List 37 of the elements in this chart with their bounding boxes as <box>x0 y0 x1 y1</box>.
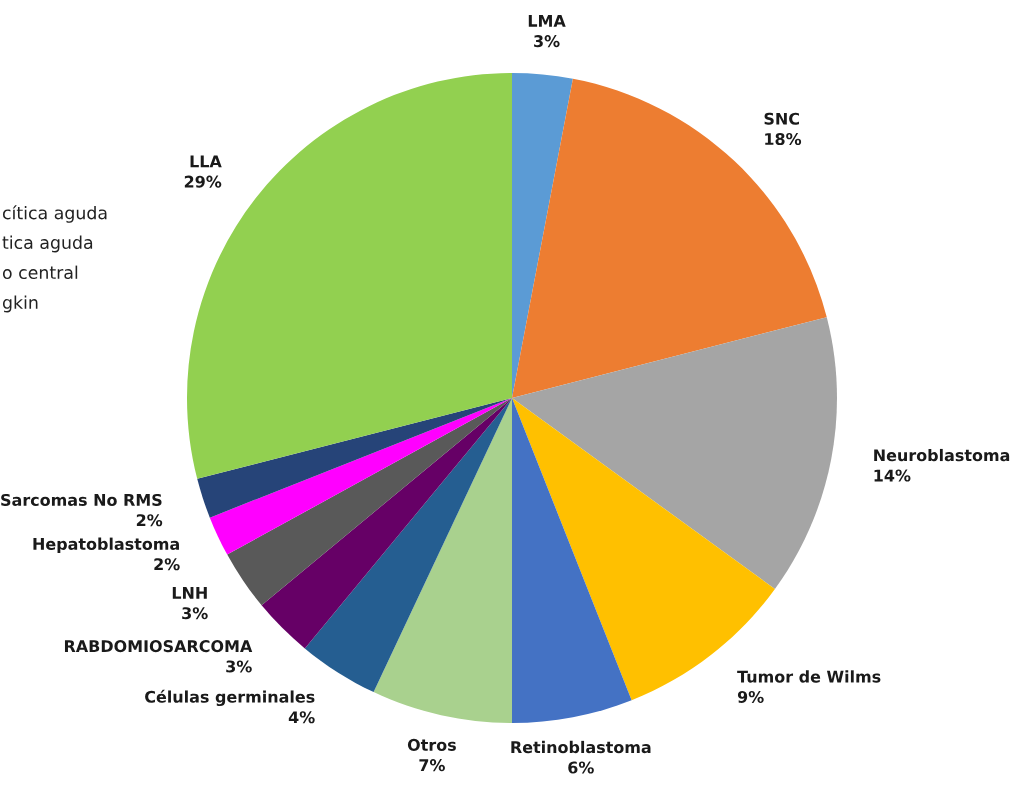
slice-label: RABDOMIOSARCOMA <box>64 640 253 653</box>
data-label: 2% <box>136 514 163 527</box>
pie-slice <box>209 398 512 555</box>
data-label: 7% <box>419 759 445 772</box>
slice-label: Hepatoblastoma <box>33 537 179 554</box>
pie-slice <box>512 78 827 398</box>
slice-label: Otros <box>407 738 456 751</box>
text: cítica aguda <box>2 205 107 223</box>
data-label: 3% <box>182 607 208 620</box>
data-label: 3% <box>534 35 560 48</box>
text: gkin <box>2 295 38 313</box>
slice-label: LNH <box>172 587 207 599</box>
slice-label: Sarcomas No RMS <box>1 493 162 506</box>
pie-slice <box>512 398 632 723</box>
pie-slice <box>227 398 512 606</box>
data-label: 14% <box>874 469 911 482</box>
data-label: 3% <box>226 660 252 673</box>
slice-label: SNC <box>764 112 799 125</box>
slice-label: LLA <box>190 155 222 168</box>
pie-slice <box>512 317 837 590</box>
slice-label: Células germinales <box>145 689 315 707</box>
data-label: 4% <box>288 711 315 724</box>
pie-slice <box>512 73 573 398</box>
data-label: 18% <box>765 133 802 146</box>
slice-label: LMA <box>528 14 566 27</box>
pie-slice <box>197 398 512 518</box>
pie-slice <box>261 398 512 649</box>
text: tica aguda <box>2 235 93 253</box>
data-label: 9% <box>737 690 764 703</box>
data-label: 6% <box>568 761 594 774</box>
slice-label: Tumor de Wilms <box>737 670 881 683</box>
pie-slice <box>373 398 512 723</box>
slice-label: Retinoblastoma <box>511 740 651 754</box>
text: o central <box>2 265 78 280</box>
data-label: 2% <box>154 558 180 571</box>
slice-label: Neuroblastoma <box>874 448 1010 462</box>
data-label: 29% <box>184 175 222 188</box>
